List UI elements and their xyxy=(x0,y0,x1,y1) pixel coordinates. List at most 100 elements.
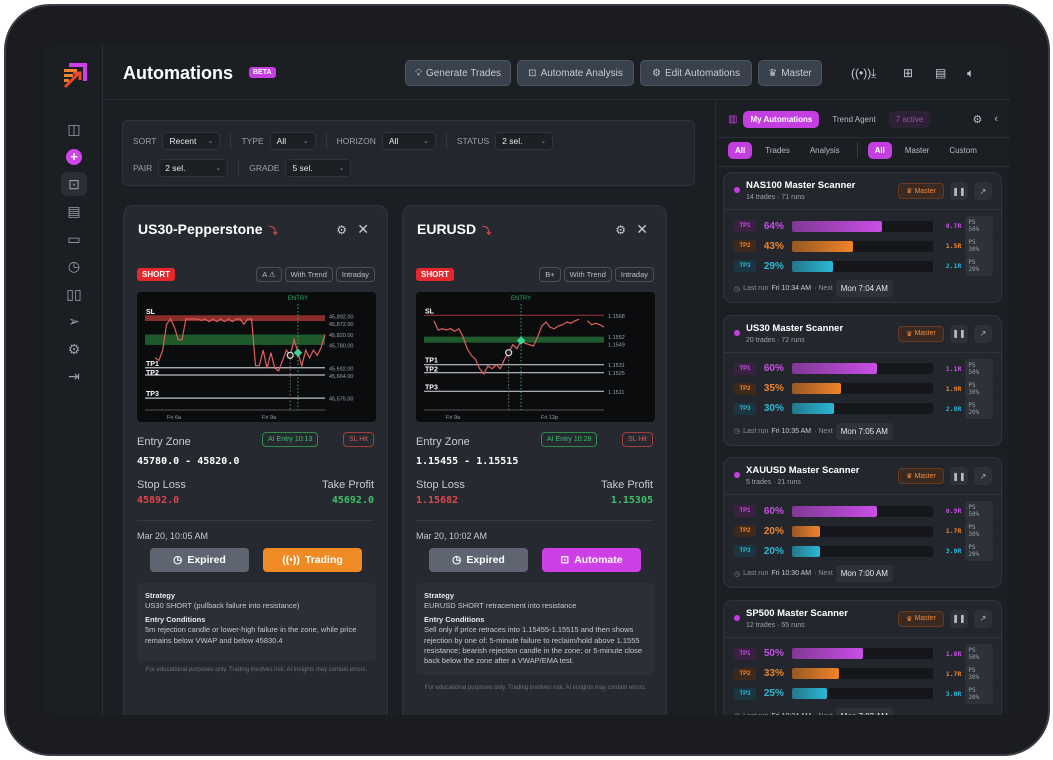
filter-kind-master[interactable]: Master xyxy=(904,145,930,155)
expired-button[interactable]: ◷ Expired xyxy=(429,548,528,572)
level-name: TP2 xyxy=(146,370,159,377)
tp-label: TP1 xyxy=(734,220,756,232)
open-external-button[interactable]: ↗ xyxy=(974,609,992,628)
sidebar-newspaper-button[interactable]: ▤ xyxy=(61,200,87,224)
master-button[interactable]: ♛ Master xyxy=(758,60,822,86)
disclaimer: For educational purposes only. Trading i… xyxy=(424,685,647,691)
open-external-button[interactable]: ↗ xyxy=(974,324,992,343)
tp-progress-bar xyxy=(791,505,934,517)
expired-button[interactable]: ◷ Expired xyxy=(150,548,249,572)
grid-icon[interactable]: ⊞ xyxy=(903,66,914,80)
external-link-icon: ↗ xyxy=(979,471,987,481)
edit-automations-button[interactable]: ⚙ Edit Automations xyxy=(640,60,752,86)
level-tick-label: 45,575.00 xyxy=(329,397,353,403)
automate-button[interactable]: ⊡ Automate xyxy=(542,548,641,572)
sidebar-calendar-button[interactable]: ▭ xyxy=(61,227,87,251)
filter-kind-all[interactable]: All xyxy=(867,141,892,159)
sidebar-send-button[interactable]: ➢ xyxy=(61,310,87,334)
crown-icon: ♛ xyxy=(906,330,913,338)
filter-value: 2 sel. xyxy=(165,163,186,173)
tp-percent: 50% xyxy=(763,648,784,659)
position-size: PS 30% xyxy=(965,663,993,684)
filter-type-select[interactable]: All ⌄ xyxy=(269,132,316,150)
tp-label: TP1 xyxy=(734,362,756,375)
price-chart: SL TP1 TP2 TP3 1.1568 1.1552 1.1549 1.1531 1.152… xyxy=(416,292,655,422)
tp-percent: 20% xyxy=(763,545,784,557)
chevron-down-icon: ⌄ xyxy=(423,138,429,145)
status-dot xyxy=(734,472,740,478)
pause-button[interactable]: ❚❚ xyxy=(950,467,968,485)
tp-progress-bar xyxy=(791,688,934,699)
layout-icon[interactable]: ▤ xyxy=(935,66,947,80)
gear-icon[interactable]: ⚙ xyxy=(336,223,347,237)
filter-pair-select[interactable]: 2 sel. ⌄ xyxy=(158,159,229,177)
download-icon[interactable]: ⤓ xyxy=(871,66,877,80)
next-run-label: · Next xyxy=(814,427,833,435)
tp-label: TP3 xyxy=(734,687,756,700)
tag: With Trend xyxy=(563,267,612,282)
level-name: TP1 xyxy=(425,358,438,365)
scanner-card[interactable]: US30 Master Scanner 20 trades · 72 runs ♛ M… xyxy=(723,314,1002,446)
pause-button[interactable]: ❚❚ xyxy=(950,324,968,343)
filter-status-select[interactable]: 2 sel. ⌄ xyxy=(495,132,554,150)
position-size: PS 50% xyxy=(965,358,993,379)
trading-button[interactable]: ((•)) Trading xyxy=(263,548,362,572)
sidebar-plus-button[interactable]: + xyxy=(61,145,87,169)
scanner-card[interactable]: SP500 Master Scanner 12 trades · 55 runs ♛… xyxy=(723,599,1002,715)
automate-analysis-button[interactable]: ⊡ Automate Analysis xyxy=(517,60,634,86)
sidebar-logout-button[interactable]: ⇥ xyxy=(61,365,87,389)
scanner-card[interactable]: NAS100 Master Scanner 14 trades · 71 runs… xyxy=(723,172,1002,303)
filter-type-analysis[interactable]: Analysis xyxy=(809,145,840,155)
filter-grade-select[interactable]: 5 sel. ⌄ xyxy=(285,159,352,177)
entry-zone-label: Entry Zone xyxy=(137,436,191,448)
crown-icon: ♛ xyxy=(906,473,913,480)
broadcast-icon[interactable]: ((•)) xyxy=(851,66,872,80)
close-icon[interactable]: ✕ xyxy=(357,221,369,237)
filter-kind-custom[interactable]: Custom xyxy=(949,145,977,155)
scanner-card[interactable]: XAUUSD Master Scanner 5 trades · 21 runs ♛… xyxy=(723,457,1002,588)
close-icon[interactable]: ✕ xyxy=(636,221,648,237)
generate-trades-button[interactable]: 💡︎ Generate Trades xyxy=(405,60,511,86)
sidebar-gear-button[interactable]: ⚙ xyxy=(61,337,87,361)
divider xyxy=(724,636,1001,638)
tp-row: TP3 20% 3.0R PS 20% xyxy=(734,541,993,561)
filter-value: All xyxy=(388,136,399,146)
fill-marker xyxy=(505,349,513,357)
speaker-icon[interactable]: 🔈︎ xyxy=(967,66,975,80)
tp-percent: 35% xyxy=(763,383,784,394)
pause-button[interactable]: ❚❚ xyxy=(950,609,968,628)
open-external-button[interactable]: ↗ xyxy=(974,467,992,485)
tp-r-multiple: 3.0R xyxy=(945,689,962,698)
open-external-button[interactable]: ↗ xyxy=(974,182,992,200)
sidebar-clock-button[interactable]: ◷ xyxy=(61,255,87,279)
tp-progress-fill xyxy=(791,545,821,557)
collapse-chevron-icon[interactable]: ‹ xyxy=(994,113,998,125)
filter-sort-select[interactable]: Recent ⌄ xyxy=(162,132,221,150)
level-tick-label: 1.1568 xyxy=(608,314,625,320)
position-size: PS 20% xyxy=(965,541,993,561)
tp-progress-fill xyxy=(791,525,821,537)
gear-icon[interactable]: ⚙ xyxy=(615,223,626,237)
filter-type-trades[interactable]: Trades xyxy=(765,145,790,155)
sidebar-robot-button[interactable]: ⊡ xyxy=(61,172,87,196)
tp-row: TP2 35% 1.9R PS 30% xyxy=(734,378,993,399)
filter-type-all[interactable]: All xyxy=(728,141,753,159)
clock-icon: ◷ xyxy=(734,285,741,293)
last-run-time: Fri 10:30 AM xyxy=(771,570,812,577)
level-tick-label: 45,780.00 xyxy=(329,343,353,349)
tp-label: TP1 xyxy=(734,505,756,517)
sidebar-panel-button[interactable]: ◫ xyxy=(61,117,87,141)
sidebar-book-button[interactable]: ▯▯ xyxy=(61,282,87,306)
tab-my-automations[interactable]: My Automations xyxy=(743,110,820,128)
run-schedule: ◷ Last run Fri 10:30 AM · Next Mon 7:00 AM xyxy=(734,565,893,582)
pause-button[interactable]: ❚❚ xyxy=(950,182,968,200)
tab-trend-agent[interactable]: Trend Agent xyxy=(832,114,876,124)
next-run-label: · Next xyxy=(814,285,833,292)
book-icon: ▯▯ xyxy=(66,285,82,302)
tp-progress-fill xyxy=(791,648,863,659)
gear-icon[interactable]: ⚙ xyxy=(972,113,983,126)
chevron-down-icon: ⌄ xyxy=(540,138,547,145)
tp-r-multiple: 1.5R xyxy=(945,242,962,250)
gear-icon: ⚙ xyxy=(67,340,81,357)
filter-horizon-select[interactable]: All ⌄ xyxy=(381,132,436,150)
